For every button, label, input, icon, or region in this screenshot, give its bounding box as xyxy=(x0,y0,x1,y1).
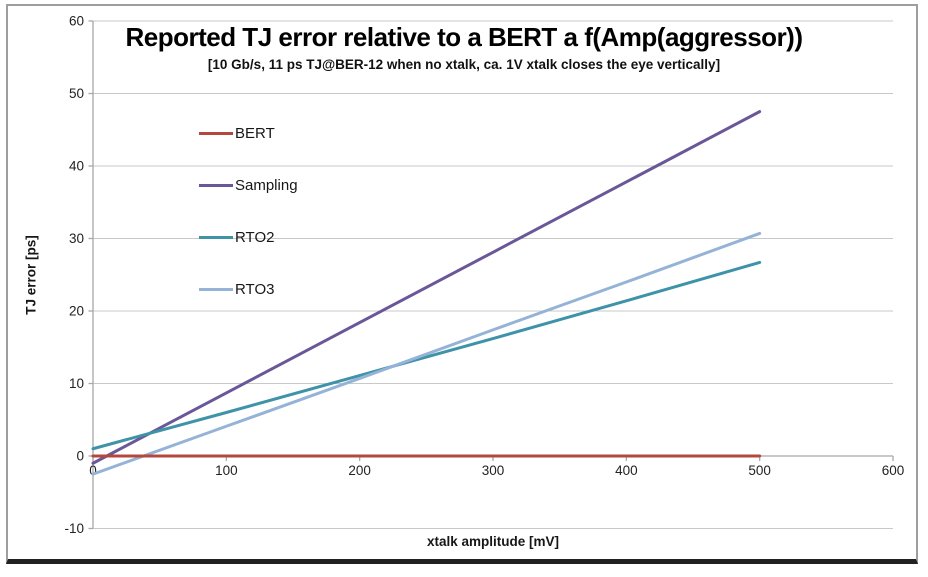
x-tick-label: 600 xyxy=(882,463,905,478)
y-tick-label: 50 xyxy=(69,86,84,101)
x-tick-label: 100 xyxy=(215,463,238,478)
y-tick-label: 30 xyxy=(69,231,84,246)
series-line-rto2 xyxy=(91,260,762,451)
x-tick-label: 200 xyxy=(348,463,371,478)
legend-label: RTO2 xyxy=(235,228,275,246)
legend: BERT Sampling RTO2 RTO3 xyxy=(199,107,298,315)
legend-label: RTO3 xyxy=(235,280,275,298)
x-axis-title: xtalk amplitude [mV] xyxy=(426,534,560,549)
legend-line-swatch xyxy=(199,131,233,135)
legend-item-sampling: Sampling xyxy=(199,159,298,211)
y-tick-label: 40 xyxy=(69,159,84,174)
x-tick-label: 500 xyxy=(748,463,771,478)
chart-subtitle: [10 Gb/s, 11 ps TJ@BER-12 when no xtalk,… xyxy=(207,57,721,72)
chart-title: Reported TJ error relative to a BERT a f… xyxy=(125,22,803,52)
legend-item-rto2: RTO2 xyxy=(199,211,298,263)
y-tick-label: 10 xyxy=(69,376,84,391)
legend-line-swatch xyxy=(199,235,233,239)
legend-item-rto3: RTO3 xyxy=(199,263,298,315)
y-tick-label: -10 xyxy=(64,521,84,536)
legend-item-bert: BERT xyxy=(199,107,298,159)
y-tick-label: 60 xyxy=(69,14,84,29)
legend-line-swatch xyxy=(199,287,233,291)
x-tick-label: 400 xyxy=(615,463,638,478)
x-tick-label: 0 xyxy=(89,463,97,478)
y-tick-label: 20 xyxy=(69,304,84,319)
series-line-sampling xyxy=(91,110,762,465)
legend-line-swatch xyxy=(199,183,233,187)
legend-label: BERT xyxy=(235,124,275,142)
legend-label: Sampling xyxy=(235,176,298,194)
series-line-rto3 xyxy=(91,231,762,476)
y-tick-label: 0 xyxy=(76,449,84,464)
x-tick-label: 300 xyxy=(482,463,505,478)
